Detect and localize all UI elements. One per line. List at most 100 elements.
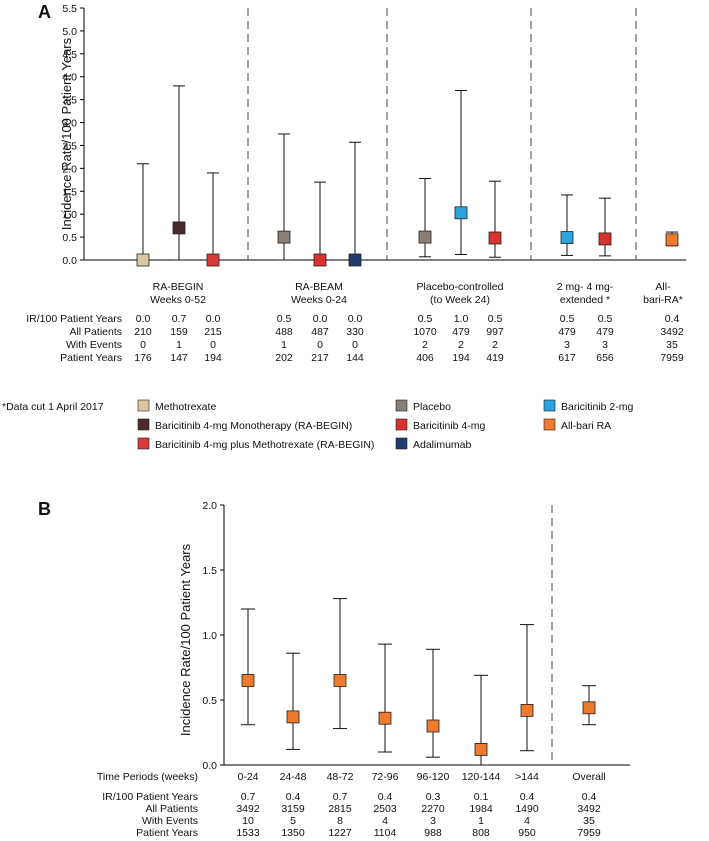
panel-a-marker: [313, 253, 327, 267]
panel-b-table-cell: 1104: [374, 827, 397, 839]
panel-b-y-axis-title: Incidence Rate/100 Patient Years: [178, 543, 193, 736]
panel-a-table-cell: 2: [492, 339, 498, 351]
panel-b-y-tick-label: 2.0: [202, 500, 217, 512]
panel-b-table-cell: 2815: [328, 803, 352, 815]
panel-a-table-cell: 479: [596, 326, 614, 338]
panel-a-table-cell: 3492: [660, 326, 684, 338]
legend-label: Adalimumab: [413, 439, 472, 451]
panel-a-group-label: 2 mg- 4 mg-: [557, 281, 614, 293]
panel-a-table-cell: 194: [452, 352, 470, 364]
panel-b-table-cell: 1533: [236, 827, 260, 839]
panel-b-x-tick-label: 24-48: [280, 771, 307, 783]
panel-a-table-cell: 0.0: [313, 313, 328, 325]
panel-b-y-tick-label: 0.0: [202, 760, 217, 772]
panel-a-table-cell: 144: [346, 352, 364, 364]
legend-swatch: [395, 399, 408, 412]
panel-a-table-cell: 330: [346, 326, 364, 338]
panel-a-y-tick-label: 4.0: [62, 72, 77, 84]
panel-b-table-row-label: IR/100 Patient Years: [102, 791, 198, 803]
panel-b-table-cell: 3492: [236, 803, 260, 815]
panel-b-table-cell: 1350: [281, 827, 305, 839]
panel-b-marker: [426, 719, 440, 733]
panel-b-x-tick-label: >144: [515, 771, 539, 783]
panel-a-marker: [454, 206, 468, 220]
panel-b-table-cell: 0.7: [333, 791, 348, 803]
panel-a-y-tick-label: 0.0: [62, 255, 77, 267]
panel-b-x-tick-label: 120-144: [462, 771, 501, 783]
legend-label: All-bari RA: [561, 420, 611, 432]
legend-swatch: [137, 418, 150, 431]
panel-a-y-tick-label: 5.5: [62, 3, 77, 15]
panel-a-group-label: Placebo-controlled: [417, 281, 504, 293]
legend-swatch: [543, 418, 556, 431]
panel-a-table-row-label: With Events: [66, 339, 122, 351]
panel-a-table-cell: 479: [558, 326, 576, 338]
panel-a-table-cell: 406: [416, 352, 434, 364]
panel-a-marker: [488, 231, 502, 245]
panel-b-table-cell: 0.4: [378, 791, 393, 803]
panel-a-y-tick-label: 2.5: [62, 140, 77, 152]
panel-b-table-cell: 1: [478, 815, 484, 827]
panel-a-table-cell: 1070: [413, 326, 437, 338]
panel-a-table-cell: 1.0: [454, 313, 469, 325]
panel-a-y-tick-label: 2.0: [62, 163, 77, 175]
panel-a-group-label: Weeks 0-52: [150, 294, 206, 306]
panel-b-x-tick-label: 48-72: [327, 771, 354, 783]
legend-swatch: [395, 437, 408, 450]
panel-a-y-tick-label: 3.0: [62, 118, 77, 130]
legend-label: Baricitinib 4-mg Monotherapy (RA-BEGIN): [155, 420, 352, 432]
panel-a-y-axis-title: Incidence Rate/100 Patient Years: [59, 37, 74, 230]
panel-a-table-cell: 0: [140, 339, 146, 351]
panel-b-table-cell: 808: [472, 827, 490, 839]
panel-b-x-tick-label: 0-24: [237, 771, 258, 783]
panel-b-table-cell: 8: [337, 815, 343, 827]
panel-a-table-cell: 479: [452, 326, 470, 338]
panel-b-y-tick-label: 1.5: [202, 565, 217, 577]
panel-a-table-cell: 0.0: [136, 313, 151, 325]
panel-b-y-tick-label: 1.0: [202, 630, 217, 642]
panel-a-marker: [418, 230, 432, 244]
panel-a-table-cell: 194: [204, 352, 222, 364]
panel-b-label: B: [38, 499, 51, 519]
panel-b-table-row-label: With Events: [142, 815, 198, 827]
panel-a-table-cell: 2: [422, 339, 428, 351]
panel-b-table-cell: 5: [290, 815, 296, 827]
panel-b-marker: [333, 674, 347, 687]
panel-a-marker: [598, 232, 612, 246]
panel-a-table-cell: 0: [317, 339, 323, 351]
panel-a-table-cell: 3: [602, 339, 608, 351]
panel-b-marker: [520, 704, 534, 717]
legend-label: Methotrexate: [155, 401, 216, 413]
panel-a-table-cell: 210: [134, 326, 152, 338]
panel-b-table-cell: 2503: [373, 803, 397, 815]
panel-a-y-tick-label: 1.0: [62, 209, 77, 221]
panel-a-footnote: *Data cut 1 April 2017: [2, 401, 104, 413]
panel-a-marker: [277, 230, 291, 244]
panel-a-table-cell: 159: [170, 326, 188, 338]
panel-b-marker: [378, 711, 392, 725]
panel-a-group-label: RA-BEGIN: [153, 281, 204, 293]
panel-a-table-cell: 0.7: [172, 313, 187, 325]
panel-a-y-tick-label: 5.0: [62, 26, 77, 38]
panel-a-table-cell: 0.5: [488, 313, 503, 325]
legend-swatch: [395, 418, 408, 431]
panel-a-table-cell: 419: [486, 352, 504, 364]
panel-b-table-cell: 0.4: [286, 791, 301, 803]
panel-a-group-label: bari-RA*: [643, 294, 683, 306]
panel-a-marker: [560, 231, 574, 244]
panel-a-y-tick-label: 0.5: [62, 232, 77, 244]
panel-a-table-cell: 997: [486, 326, 504, 338]
panel-b-table-cell: 1984: [469, 803, 493, 815]
legend-label: Baricitinib 4-mg plus Methotrexate (RA-B…: [155, 439, 374, 451]
panel-a-table-cell: 1: [281, 339, 287, 351]
legend-swatch: [543, 399, 556, 412]
panel-b-marker: [474, 743, 488, 756]
panel-b-x-tick-label: 72-96: [372, 771, 399, 783]
legend-label: Baricitinib 4-mg: [413, 420, 486, 432]
panel-a-table-cell: 0.0: [348, 313, 363, 325]
panel-a-table-row-label: IR/100 Patient Years: [26, 313, 122, 325]
panel-b-table-cell: 3492: [577, 803, 601, 815]
panel-b-table-cell: 1490: [515, 803, 539, 815]
panel-b-x-tick-label: 96-120: [417, 771, 450, 783]
